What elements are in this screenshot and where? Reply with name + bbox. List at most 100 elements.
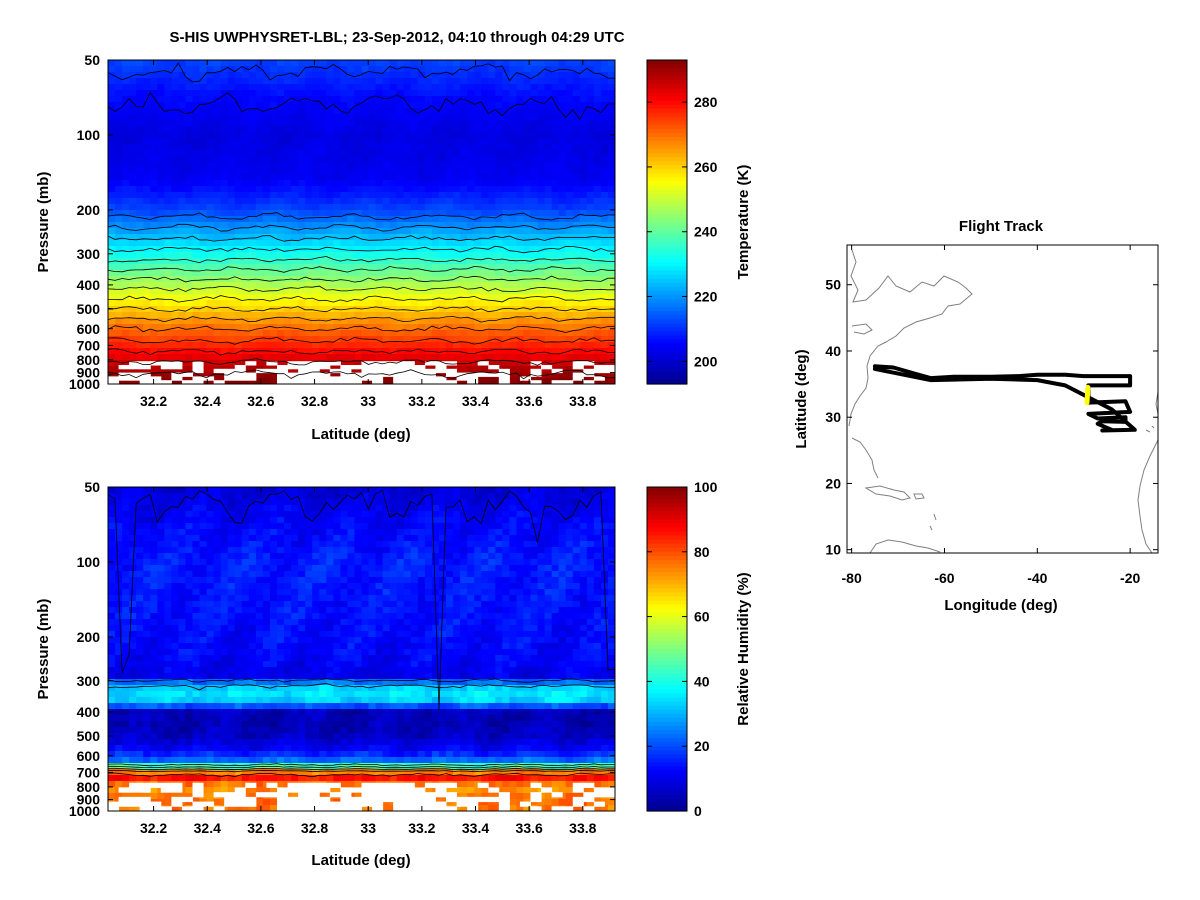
t-heatmap-cell (516, 174, 525, 181)
t-heatmap-cell (396, 276, 405, 283)
t-heatmap-cell (143, 66, 151, 73)
t-heatmap-cell (453, 126, 461, 133)
h-heatmap-cell (361, 535, 370, 542)
t-heatmap-cell (438, 78, 447, 85)
t-heatmap-cell (565, 240, 574, 247)
t-heatmap-cell (143, 174, 151, 181)
t-heatmap-cell (481, 300, 489, 307)
h-heatmap-cell (269, 541, 278, 548)
t-heatmap-cell (171, 180, 180, 187)
t-heatmap-cell (312, 228, 320, 235)
t-heatmap-cell (361, 330, 370, 337)
t-mask-cell (435, 365, 447, 370)
t-heatmap-cell (136, 186, 144, 193)
h-heatmap-cell (220, 505, 229, 512)
t-heatmap-cell (227, 192, 236, 199)
t-heatmap-cell (136, 198, 144, 205)
t-heatmap-cell (403, 222, 412, 229)
t-heatmap-cell (227, 168, 236, 175)
t-heatmap-cell (509, 198, 518, 205)
t-heatmap-cell (241, 354, 250, 361)
t-heatmap-cell (298, 288, 306, 295)
t-heatmap-cell (544, 222, 553, 229)
t-heatmap-cell (326, 66, 334, 73)
h-heatmap-cell (157, 493, 165, 500)
t-heatmap-cell (523, 210, 532, 217)
t-heatmap-cell (438, 222, 447, 229)
t-heatmap-cell (438, 192, 447, 199)
t-heatmap-cell (382, 78, 391, 85)
t-heatmap-cell (382, 174, 391, 181)
t-heatmap-cell (579, 330, 588, 337)
t-heatmap-cell (269, 162, 278, 169)
t-mask-cell (498, 372, 510, 377)
t-heatmap-cell (537, 144, 546, 151)
t-heatmap-cell (593, 276, 602, 283)
t-heatmap-cell (417, 240, 426, 247)
t-heatmap-cell (178, 204, 187, 211)
t-heatmap-cell (333, 312, 341, 319)
t-heatmap-cell (164, 282, 172, 289)
t-heatmap-cell (502, 90, 510, 97)
t-heatmap-cell (291, 354, 299, 361)
t-heatmap-cell (326, 318, 334, 325)
t-heatmap-cell (354, 246, 363, 253)
t-heatmap-cell (241, 264, 250, 271)
t-heatmap-cell (129, 144, 137, 151)
t-heatmap-cell (255, 270, 264, 277)
t-heatmap-cell (143, 276, 151, 283)
t-colorbar-segment (647, 222, 687, 227)
t-heatmap-cell (340, 78, 349, 85)
t-heatmap-cell (122, 174, 130, 181)
t-heatmap-cell (129, 354, 137, 361)
t-heatmap-cell (424, 342, 433, 349)
t-heatmap-cell (446, 354, 454, 361)
t-heatmap-cell (347, 288, 356, 295)
t-heatmap-cell (579, 312, 588, 319)
t-heatmap-cell (354, 108, 363, 115)
t-heatmap-cell (396, 192, 405, 199)
t-heatmap-cell (509, 252, 518, 259)
t-heatmap-cell (446, 216, 454, 223)
t-heatmap-cell (361, 216, 370, 223)
t-heatmap-cell (438, 216, 447, 223)
t-colorbar-segment (647, 315, 687, 320)
t-heatmap-cell (417, 168, 426, 175)
h-heatmap-cell (241, 487, 250, 494)
h-heatmap-cell (488, 517, 496, 524)
t-heatmap-cell (375, 162, 384, 169)
t-heatmap-cell (389, 126, 398, 133)
t-heatmap-cell (368, 204, 377, 211)
t-heatmap-cell (565, 192, 574, 199)
h-heatmap-cell (410, 511, 419, 518)
h-heatmap-cell (298, 541, 306, 548)
t-colorbar-segment (647, 213, 687, 219)
t-y-tick-label: 100 (77, 127, 101, 143)
h-heatmap-cell (227, 535, 236, 542)
t-heatmap-cell (460, 150, 468, 157)
t-heatmap-cell (185, 336, 194, 343)
t-heatmap-cell (481, 84, 489, 91)
t-heatmap-cell (523, 180, 532, 187)
t-heatmap-cell (438, 312, 447, 319)
t-colorbar-segment (647, 246, 687, 251)
h-heatmap-cell (509, 487, 518, 494)
t-heatmap-cell (157, 348, 165, 355)
t-heatmap-cell (579, 114, 588, 121)
t-heatmap-cell (185, 204, 194, 211)
t-heatmap-cell (227, 342, 236, 349)
t-heatmap-cell (417, 120, 426, 127)
t-heatmap-cell (347, 174, 356, 181)
t-heatmap-cell (544, 168, 553, 175)
t-heatmap-cell (213, 354, 222, 361)
t-heatmap-cell (319, 318, 327, 325)
t-heatmap-cell (143, 132, 151, 139)
t-heatmap-cell (213, 336, 222, 343)
t-heatmap-cell (269, 126, 278, 133)
h-heatmap-cell (199, 505, 208, 512)
h-heatmap-cell (326, 511, 334, 518)
h-heatmap-cell (579, 505, 588, 512)
t-heatmap-cell (565, 318, 574, 325)
t-heatmap-cell (143, 228, 151, 235)
t-heatmap-cell (298, 294, 306, 301)
